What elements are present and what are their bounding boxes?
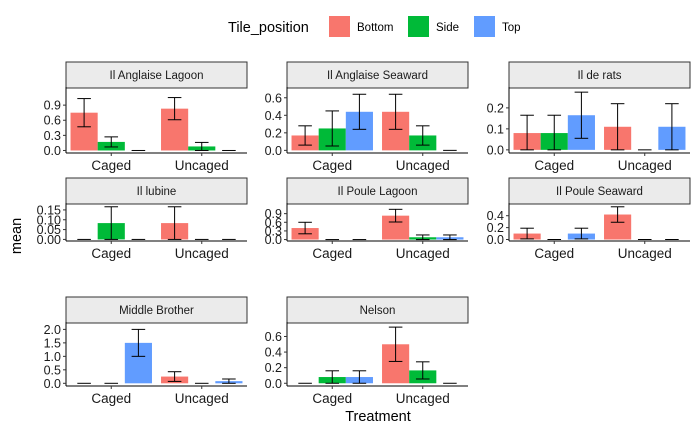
y-tick-label: 0.4 — [265, 109, 282, 123]
y-tick-label: 0.0 — [487, 233, 504, 247]
facet-strip — [286, 177, 469, 205]
facet-panel: Il lubine 0.000.050.100.15 Caged Uncaged — [37, 177, 248, 261]
facet-title: Il Poule Lagoon — [338, 186, 418, 198]
y-tick-label: 0.15 — [37, 203, 61, 217]
y-tick-label: 0.2 — [265, 126, 282, 140]
y-tick-label: 0.4 — [265, 346, 282, 360]
y-tick-label: 1.5 — [44, 336, 61, 350]
y-tick-label: 0.0 — [265, 144, 282, 158]
facet-panel: Il Poule Seaward 0.00.20.4 Caged Uncaged — [487, 177, 691, 261]
x-tick-label: Caged — [312, 391, 352, 406]
facet-title: Il Anglaise Seaward — [327, 70, 428, 82]
y-tick-label: 0.10 — [37, 213, 61, 227]
x-tick-label: Caged — [534, 246, 574, 261]
facet-title: Il lubine — [137, 186, 177, 198]
x-tick-label: Caged — [312, 158, 352, 173]
legend-label-bottom: Bottom — [357, 22, 393, 34]
x-tick-label: Uncaged — [175, 246, 229, 261]
facet-panel: Il Poule Lagoon 0.00.30.60.9 Caged Uncaged — [265, 177, 469, 261]
facet-panel: Nelson 0.0 0.20.4 0.6 Caged Uncaged — [265, 296, 469, 406]
y-tick-label: 0.0 — [44, 377, 61, 391]
x-tick-label: Uncaged — [396, 246, 450, 261]
facet-strip — [508, 61, 691, 89]
y-tick-label: 0.2 — [487, 221, 504, 235]
facet-panel: Il Anglaise Lagoon 0.00.30.60.9 Caged Uncag… — [44, 61, 248, 173]
x-tick-label: Uncaged — [396, 391, 450, 406]
y-tick-label: 0.6 — [265, 91, 282, 105]
facet-title: Il Anglaise Lagoon — [110, 70, 204, 82]
legend-swatch-side — [408, 16, 429, 37]
legend-swatch-top — [474, 16, 495, 37]
x-tick-label: Caged — [312, 246, 352, 261]
x-tick-label: Uncaged — [618, 158, 672, 173]
facet-title: Il de rats — [577, 70, 621, 82]
legend-title: Tile_position — [228, 20, 309, 36]
y-tick-label: 0.4 — [487, 209, 504, 223]
x-tick-label: Uncaged — [618, 246, 672, 261]
y-tick-label: 0.6 — [265, 330, 282, 344]
x-tick-label: Uncaged — [175, 158, 229, 173]
legend-swatch-bottom — [329, 16, 350, 37]
y-tick-label: 0.0 — [44, 144, 61, 158]
facet-strip — [286, 296, 469, 324]
facet-strip — [508, 177, 691, 205]
x-tick-label: Caged — [91, 246, 131, 261]
y-tick-label: 0.9 — [265, 207, 282, 221]
x-tick-label: Caged — [534, 158, 574, 173]
y-tick-label: 0.5 — [44, 363, 61, 377]
x-tick-label: Caged — [91, 391, 131, 406]
y-tick-label: 1.0 — [44, 350, 61, 364]
y-tick-label: 0.1 — [487, 122, 504, 136]
y-tick-label: 0.3 — [265, 224, 282, 238]
facet-panel: Il de rats 0.0 0.1 0.2 Caged Uncaged — [487, 61, 691, 173]
y-tick-label: 0.0 — [487, 143, 504, 157]
facet-strip — [65, 61, 248, 89]
legend-label-top: Top — [502, 22, 521, 34]
x-axis-title: Treatment — [345, 409, 411, 425]
y-tick-label: 0.9 — [44, 99, 61, 113]
facet-panel: Il Anglaise Seaward 0.0 0.2 0.4 0.6 Caged Unca… — [265, 61, 469, 173]
y-tick-label: 0.2 — [265, 361, 282, 375]
facet-title: Il Poule Seaward — [556, 186, 643, 198]
y-tick-label: 0.2 — [487, 101, 504, 115]
y-tick-label: 0.0 — [265, 377, 282, 391]
facet-strip — [286, 61, 469, 89]
y-tick-label: 0.00 — [37, 233, 61, 247]
x-tick-label: Caged — [91, 158, 131, 173]
y-tick-label: 0.05 — [37, 223, 61, 237]
y-tick-label: 0.0 — [265, 233, 282, 247]
facet-strip — [65, 177, 248, 205]
legend-label-side: Side — [436, 22, 459, 34]
y-tick-label: 0.6 — [44, 114, 61, 128]
facet-title: Nelson — [360, 305, 396, 317]
x-tick-label: Uncaged — [396, 158, 450, 173]
y-tick-label: 2.0 — [44, 323, 61, 337]
y-axis-title: mean — [9, 218, 25, 254]
y-tick-label: 0.6 — [265, 216, 282, 230]
facet-title: Middle Brother — [119, 305, 194, 317]
legend: Tile_position Bottom Side Top — [228, 16, 521, 37]
facet-strip — [65, 296, 248, 324]
facet-panel: Middle Brother 0.00.51.01.52.0 Caged Uncage… — [44, 296, 248, 406]
y-tick-label: 0.3 — [44, 129, 61, 143]
x-tick-label: Uncaged — [175, 391, 229, 406]
